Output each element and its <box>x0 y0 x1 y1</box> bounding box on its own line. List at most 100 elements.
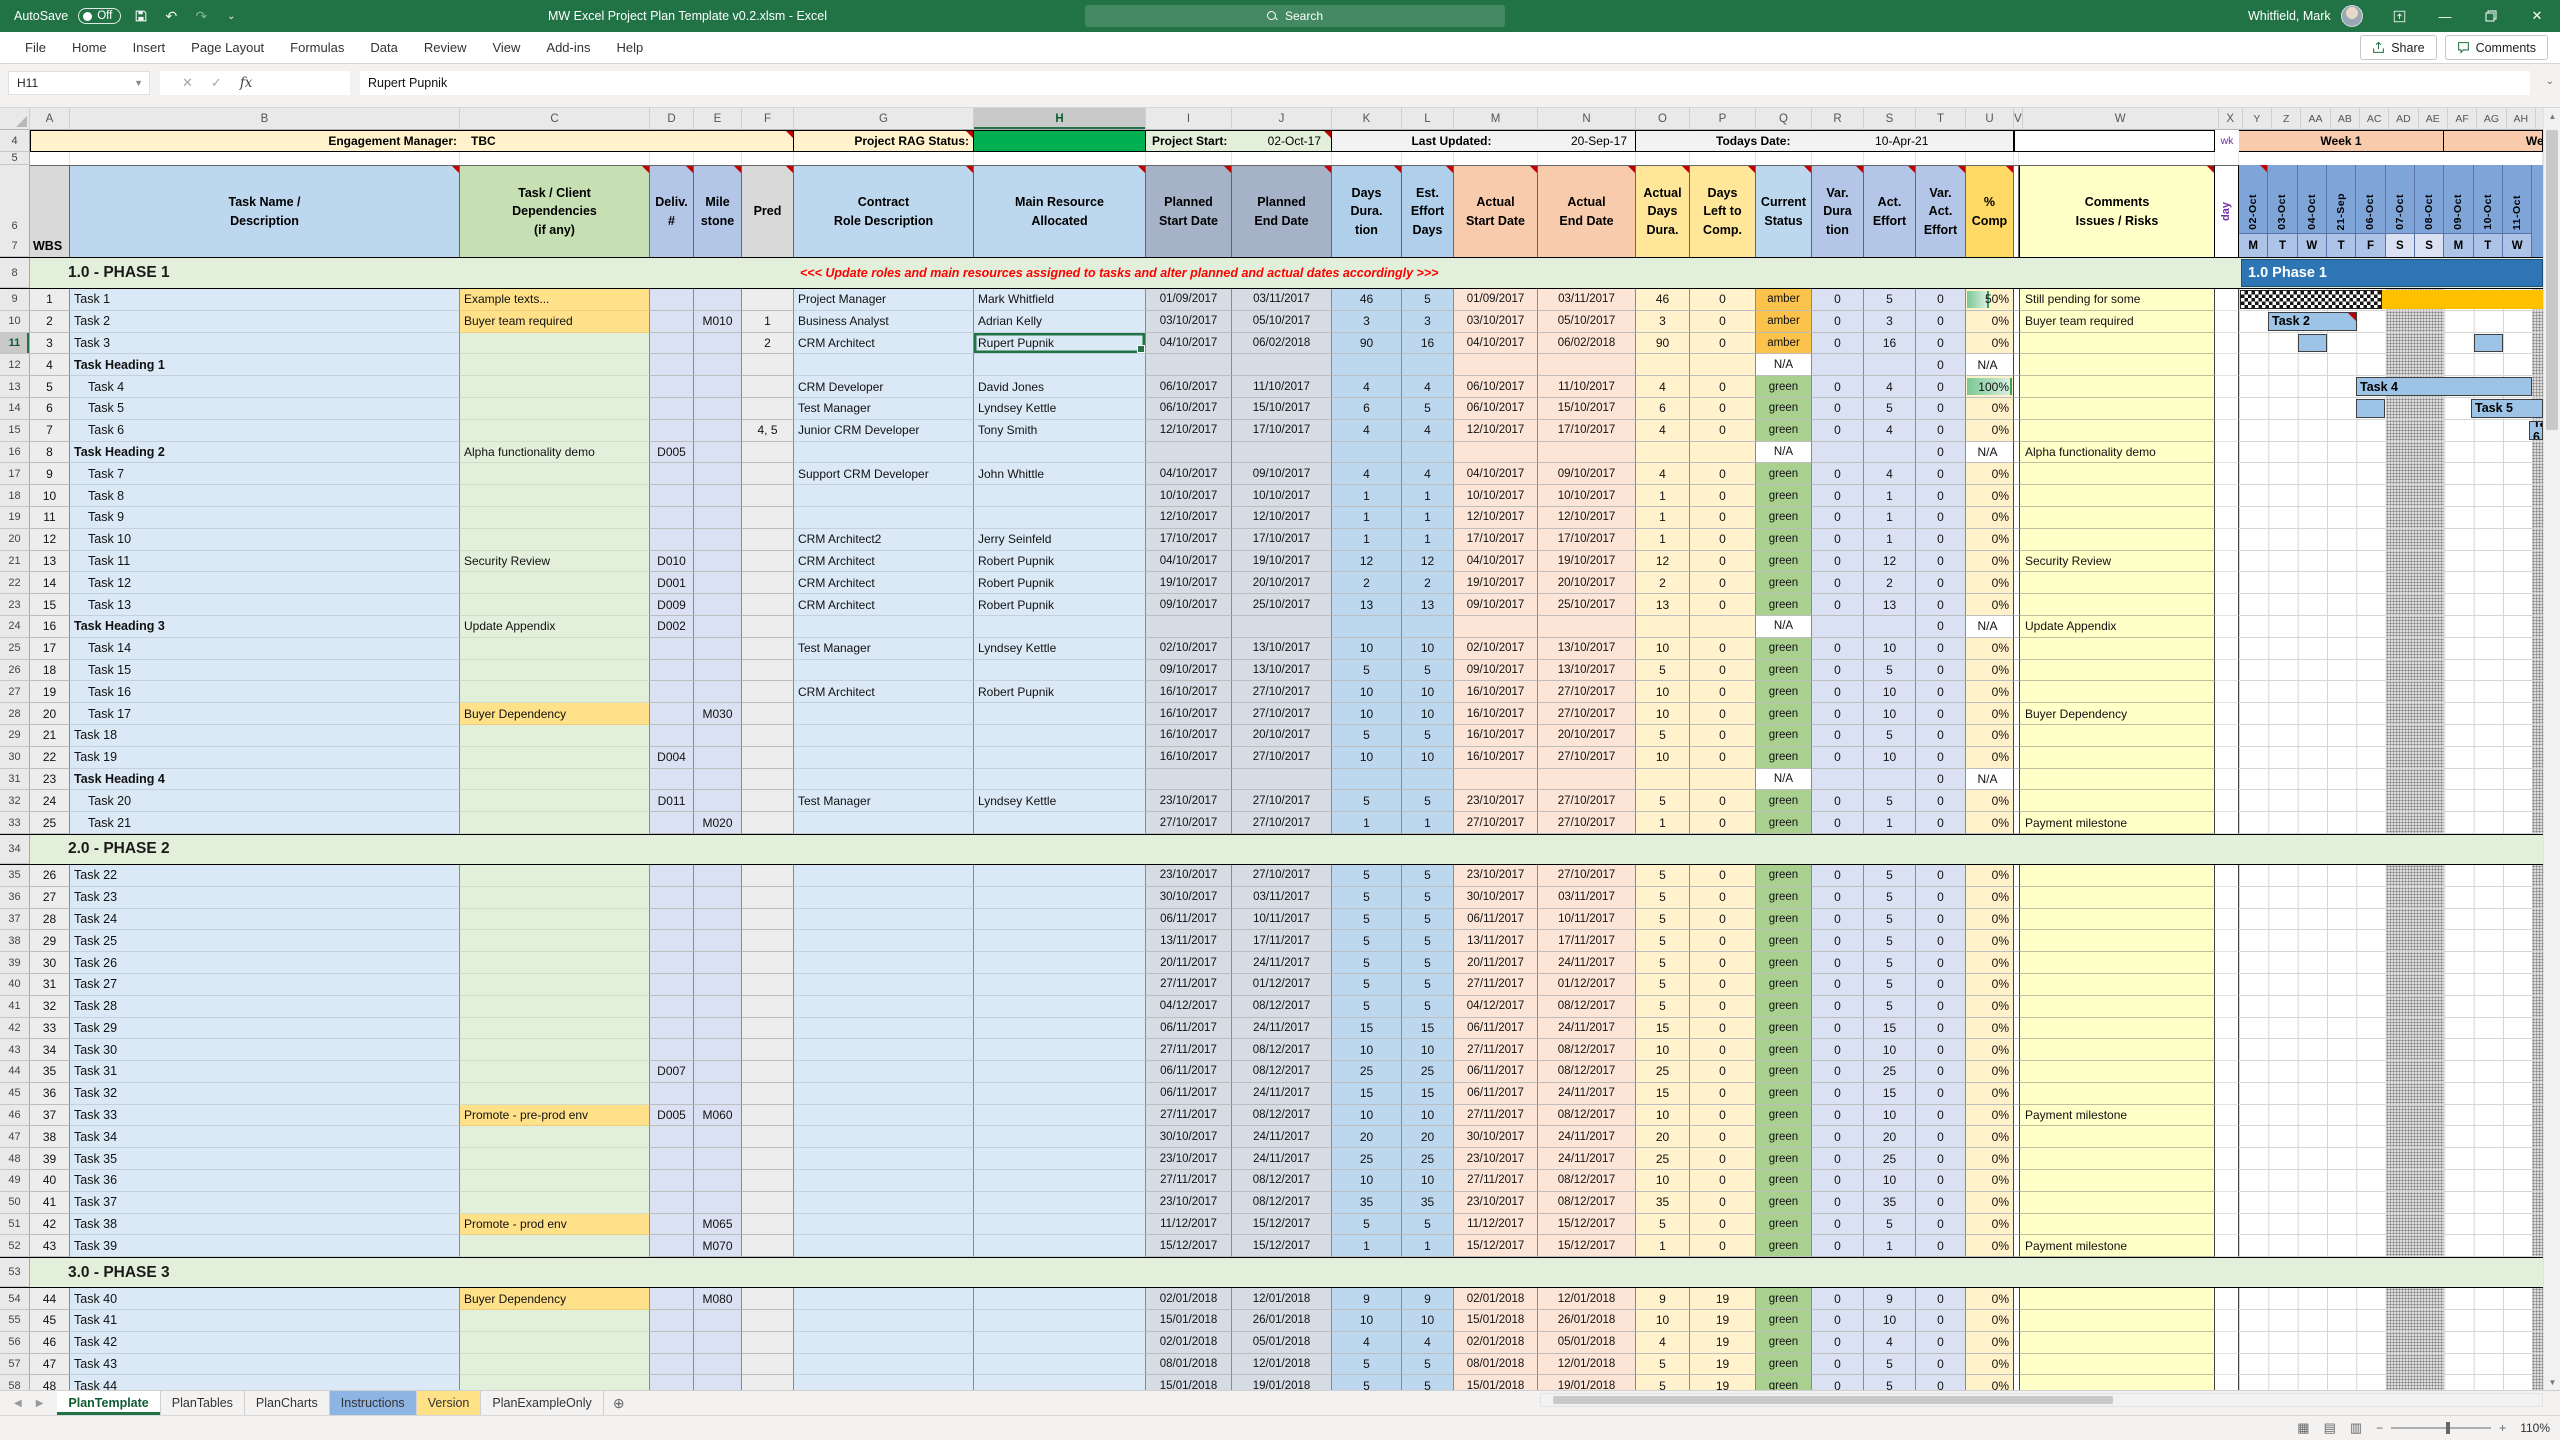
cell-T40[interactable]: 0 <box>1916 973 1966 996</box>
cell-I49[interactable]: 27/11/2017 <box>1146 1170 1232 1192</box>
cell-T47[interactable]: 0 <box>1916 1126 1966 1149</box>
cell-A47[interactable]: 38 <box>30 1126 70 1149</box>
cell-E38[interactable] <box>694 930 742 953</box>
minimize-button[interactable]: — <box>2438 8 2452 24</box>
cell-U49[interactable]: 0% <box>1966 1170 2014 1192</box>
gantt-cell-row-39[interactable] <box>2239 952 2543 974</box>
cell-N56[interactable]: 05/01/2018 <box>1538 1331 1636 1354</box>
cell-H47[interactable] <box>974 1126 1146 1149</box>
cell-J35[interactable]: 27/10/2017 <box>1232 864 1332 887</box>
cell-F9[interactable] <box>742 289 794 311</box>
cell-I52[interactable]: 15/12/2017 <box>1146 1235 1232 1258</box>
cell-J58[interactable]: 19/01/2018 <box>1232 1375 1332 1390</box>
cell-D25[interactable] <box>650 637 694 660</box>
cell-V37[interactable] <box>2014 908 2019 931</box>
cell-Q29[interactable]: green <box>1756 724 1812 747</box>
restore-button[interactable] <box>2468 0 2514 32</box>
cell-J40[interactable]: 01/12/2017 <box>1232 973 1332 996</box>
gantt-cell-row-43[interactable] <box>2239 1039 2543 1062</box>
cell-L17[interactable]: 4 <box>1402 463 1454 486</box>
gantt-cell-row-52[interactable] <box>2239 1235 2543 1258</box>
cell-C12[interactable] <box>460 354 650 377</box>
cell-Q55[interactable]: green <box>1756 1310 1812 1332</box>
cell-G57[interactable] <box>794 1353 974 1376</box>
empty-cell[interactable] <box>1864 152 1916 165</box>
cell-R13[interactable]: 0 <box>1812 376 1864 398</box>
cell-B18[interactable]: Task 8 <box>70 485 460 507</box>
cell-L38[interactable]: 5 <box>1402 930 1454 953</box>
cell-L35[interactable]: 5 <box>1402 864 1454 887</box>
cell-G48[interactable] <box>794 1148 974 1171</box>
cell-C9[interactable]: Example texts... <box>460 289 650 311</box>
col-header-AC[interactable]: AC <box>2359 108 2390 130</box>
row-header-41[interactable]: 41 <box>0 995 30 1018</box>
cell-U27[interactable]: 0% <box>1966 681 2014 704</box>
cell-E49[interactable] <box>694 1170 742 1192</box>
cell-S18[interactable]: 1 <box>1864 485 1916 507</box>
cell-C26[interactable] <box>460 659 650 682</box>
cell-L45[interactable]: 15 <box>1402 1082 1454 1105</box>
cell-H56[interactable] <box>974 1331 1146 1354</box>
cell-L31[interactable] <box>1402 768 1454 791</box>
cell-W33[interactable]: Payment milestone <box>2019 812 2215 834</box>
cell-S50[interactable]: 35 <box>1864 1191 1916 1214</box>
cell-X50[interactable] <box>2215 1191 2239 1214</box>
cell-N44[interactable]: 08/12/2017 <box>1538 1061 1636 1083</box>
cell-H11[interactable]: Rupert Pupnik <box>974 332 1146 355</box>
cell-F57[interactable] <box>742 1353 794 1376</box>
cell-I23[interactable]: 09/10/2017 <box>1146 594 1232 616</box>
cell-B32[interactable]: Task 20 <box>70 790 460 813</box>
cell-M45[interactable]: 06/11/2017 <box>1454 1082 1538 1105</box>
cell-L37[interactable]: 5 <box>1402 908 1454 931</box>
cell-X10[interactable] <box>2215 310 2239 333</box>
cell-Q17[interactable]: green <box>1756 463 1812 486</box>
cell-I15[interactable]: 12/10/2017 <box>1146 419 1232 442</box>
gantt-cell-row-57[interactable] <box>2239 1353 2543 1376</box>
cell-F15[interactable]: 4, 5 <box>742 419 794 442</box>
cell-J19[interactable]: 12/10/2017 <box>1232 506 1332 529</box>
cell-E35[interactable] <box>694 864 742 887</box>
cell-X46[interactable] <box>2215 1104 2239 1127</box>
cell-D49[interactable] <box>650 1170 694 1192</box>
cell-S39[interactable]: 5 <box>1864 952 1916 974</box>
cell-L28[interactable]: 10 <box>1402 703 1454 725</box>
menu-tab-help[interactable]: Help <box>616 40 644 55</box>
gantt-cell-row-10[interactable]: Task 2 <box>2239 310 2543 333</box>
cell-M46[interactable]: 27/11/2017 <box>1454 1104 1538 1127</box>
col-header-N[interactable]: N <box>1538 108 1636 130</box>
cell-V42[interactable] <box>2014 1017 2019 1040</box>
cell-L46[interactable]: 10 <box>1402 1104 1454 1127</box>
cell-T10[interactable]: 0 <box>1916 310 1966 333</box>
cell-M21[interactable]: 04/10/2017 <box>1454 550 1538 573</box>
cell-P29[interactable]: 0 <box>1690 724 1756 747</box>
cell-J24[interactable] <box>1232 615 1332 638</box>
cell-K14[interactable]: 6 <box>1332 397 1402 420</box>
cell-C29[interactable] <box>460 724 650 747</box>
cell-F26[interactable] <box>742 659 794 682</box>
cell-L26[interactable]: 5 <box>1402 659 1454 682</box>
cell-P43[interactable]: 0 <box>1690 1039 1756 1062</box>
cell-G41[interactable] <box>794 995 974 1018</box>
cell-O39[interactable]: 5 <box>1636 952 1690 974</box>
cell-S46[interactable]: 10 <box>1864 1104 1916 1127</box>
cell-S42[interactable]: 15 <box>1864 1017 1916 1040</box>
cell-Q42[interactable]: green <box>1756 1017 1812 1040</box>
cell-C21[interactable]: Security Review <box>460 550 650 573</box>
cell-J27[interactable]: 27/10/2017 <box>1232 681 1332 704</box>
cell-M42[interactable]: 06/11/2017 <box>1454 1017 1538 1040</box>
cell-D42[interactable] <box>650 1017 694 1040</box>
cell-J13[interactable]: 11/10/2017 <box>1232 376 1332 398</box>
cell-M31[interactable] <box>1454 768 1538 791</box>
cell-D28[interactable] <box>650 703 694 725</box>
cell-X57[interactable] <box>2215 1353 2239 1376</box>
cell-F54[interactable] <box>742 1288 794 1311</box>
cell-C51[interactable]: Promote - prod env <box>460 1213 650 1236</box>
empty-cell[interactable] <box>1690 152 1756 165</box>
cell-E41[interactable] <box>694 995 742 1018</box>
gantt-date-header-09-Oct[interactable]: 09-Oct M <box>2444 165 2474 257</box>
row-header-56[interactable]: 56 <box>0 1331 30 1354</box>
cell-W22[interactable] <box>2019 572 2215 595</box>
cell-B27[interactable]: Task 16 <box>70 681 460 704</box>
cell-S13[interactable]: 4 <box>1864 376 1916 398</box>
cell-D40[interactable] <box>650 973 694 996</box>
